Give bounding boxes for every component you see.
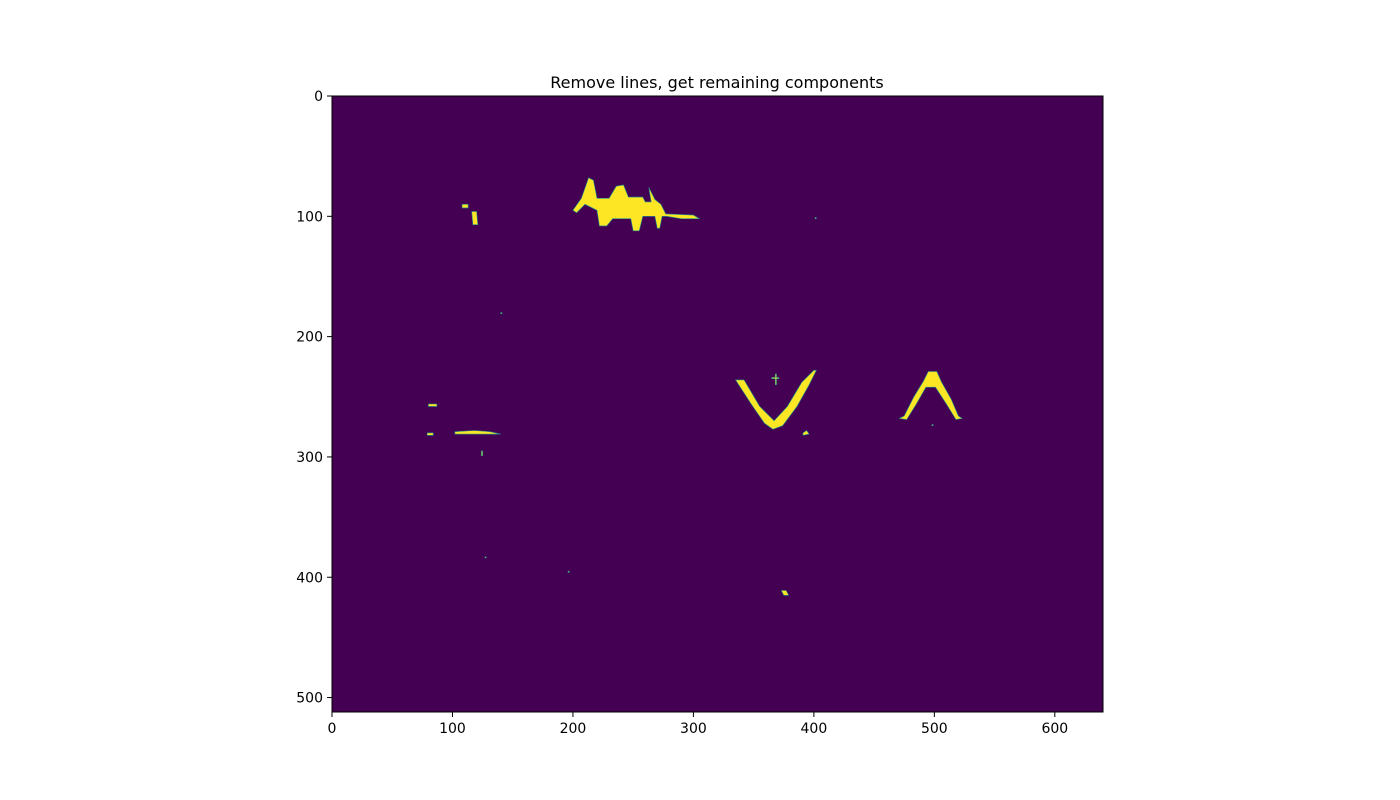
x-tick-label: 200	[560, 721, 587, 737]
component-speck-5	[931, 424, 934, 427]
x-tick-label: 600	[1041, 721, 1068, 737]
y-tick-label: 400	[296, 570, 323, 586]
components-layer	[426, 177, 963, 596]
x-tick-label: 0	[328, 721, 337, 737]
x-tick-label: 400	[801, 721, 828, 737]
y-tick-label: 200	[296, 330, 323, 346]
y-axis: 0 100 200 300 400 500	[296, 89, 332, 707]
component-speck-1	[500, 312, 503, 315]
component-blob-top-left-2	[471, 211, 479, 225]
component-dash-mid	[802, 430, 810, 436]
component-speck-3	[484, 556, 487, 559]
y-tick-label: 500	[296, 691, 323, 707]
y-tick-label: 0	[314, 89, 323, 105]
x-tick-label: 500	[921, 721, 948, 737]
component-top-scribble	[572, 177, 701, 232]
component-speck-4	[567, 570, 570, 573]
x-axis: 0 100 200 300 400 500 600	[328, 712, 1068, 737]
axes-frame	[331, 95, 1104, 713]
image-background	[332, 96, 1103, 712]
component-dot-bottom	[780, 590, 790, 596]
component-caret-shape	[898, 371, 963, 420]
y-tick-label: 300	[296, 450, 323, 466]
plot-area	[331, 95, 1104, 713]
component-v-shape	[735, 369, 817, 430]
component-blob-top-left	[461, 204, 469, 209]
component-cross-mark	[771, 373, 780, 386]
component-speck-2	[814, 217, 817, 219]
x-tick-label: 100	[439, 721, 466, 737]
component-dash-left-2	[426, 432, 434, 436]
y-tick-label: 100	[296, 209, 323, 225]
component-dot-1	[481, 450, 483, 457]
component-dash-left-1	[428, 403, 438, 407]
x-tick-label: 300	[680, 721, 707, 737]
component-dash-left-3	[454, 430, 501, 435]
chart-title: Remove lines, get remaining components	[550, 73, 883, 92]
